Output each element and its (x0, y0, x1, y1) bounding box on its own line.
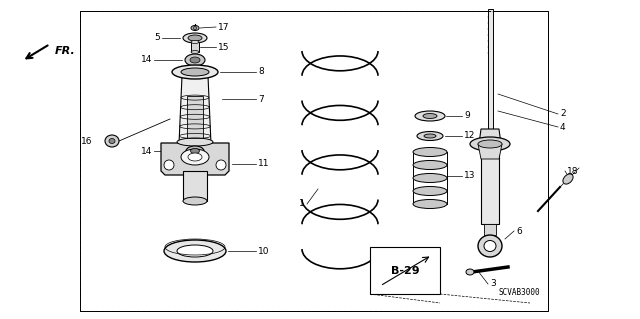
Text: 12: 12 (464, 131, 476, 140)
Text: 1: 1 (300, 199, 305, 209)
Text: 2: 2 (560, 109, 566, 118)
Text: 18: 18 (567, 167, 579, 175)
Text: 8: 8 (258, 68, 264, 77)
Text: FR.: FR. (55, 46, 76, 56)
Ellipse shape (193, 26, 197, 29)
Text: 3: 3 (490, 279, 496, 288)
Bar (187, 96, 203, 144)
Ellipse shape (183, 33, 207, 43)
Ellipse shape (484, 241, 496, 251)
Ellipse shape (105, 135, 119, 147)
Text: 9: 9 (464, 112, 470, 121)
Ellipse shape (563, 174, 573, 184)
Text: 7: 7 (258, 94, 264, 103)
Text: 10: 10 (258, 247, 269, 256)
Ellipse shape (466, 269, 474, 275)
Ellipse shape (188, 153, 202, 161)
Ellipse shape (478, 140, 502, 148)
Bar (488, 9, 493, 129)
Ellipse shape (185, 54, 205, 66)
Ellipse shape (423, 114, 437, 118)
Polygon shape (161, 143, 229, 175)
Ellipse shape (424, 134, 436, 138)
Bar (484, 224, 496, 235)
Ellipse shape (413, 160, 447, 169)
Text: 15: 15 (218, 42, 230, 51)
Ellipse shape (415, 111, 445, 121)
Text: 14: 14 (141, 56, 152, 64)
Ellipse shape (478, 235, 502, 257)
Text: 16: 16 (81, 137, 92, 145)
Ellipse shape (413, 174, 447, 182)
Text: 6: 6 (516, 226, 522, 235)
Ellipse shape (172, 65, 218, 79)
Text: 4: 4 (560, 122, 566, 131)
Bar (191, 42, 199, 52)
Ellipse shape (190, 57, 200, 63)
Ellipse shape (188, 35, 202, 41)
Ellipse shape (191, 50, 199, 54)
Text: 11: 11 (258, 160, 269, 168)
Ellipse shape (181, 68, 209, 76)
Text: 5: 5 (154, 33, 160, 42)
Ellipse shape (191, 26, 199, 31)
Text: 13: 13 (464, 172, 476, 181)
Ellipse shape (191, 149, 200, 153)
Ellipse shape (164, 240, 226, 262)
Text: 17: 17 (218, 23, 230, 32)
Polygon shape (80, 11, 548, 311)
Bar (370, 247, 440, 294)
Polygon shape (80, 11, 548, 311)
Text: B-29: B-29 (390, 265, 419, 276)
Ellipse shape (186, 146, 204, 156)
Ellipse shape (413, 187, 447, 196)
Ellipse shape (413, 199, 447, 209)
Circle shape (164, 160, 174, 170)
Circle shape (216, 160, 226, 170)
Ellipse shape (177, 138, 213, 146)
Bar (481, 144, 499, 224)
Ellipse shape (181, 149, 209, 165)
Polygon shape (479, 129, 501, 144)
Text: 14: 14 (141, 146, 152, 155)
Ellipse shape (417, 131, 443, 140)
Ellipse shape (177, 245, 213, 257)
Polygon shape (179, 76, 211, 144)
Text: SCVAB3000: SCVAB3000 (499, 288, 540, 297)
Ellipse shape (183, 197, 207, 205)
Ellipse shape (413, 147, 447, 157)
Ellipse shape (470, 137, 510, 151)
Ellipse shape (109, 138, 115, 144)
Polygon shape (478, 144, 502, 159)
Bar (183, 171, 207, 201)
Ellipse shape (191, 41, 199, 43)
